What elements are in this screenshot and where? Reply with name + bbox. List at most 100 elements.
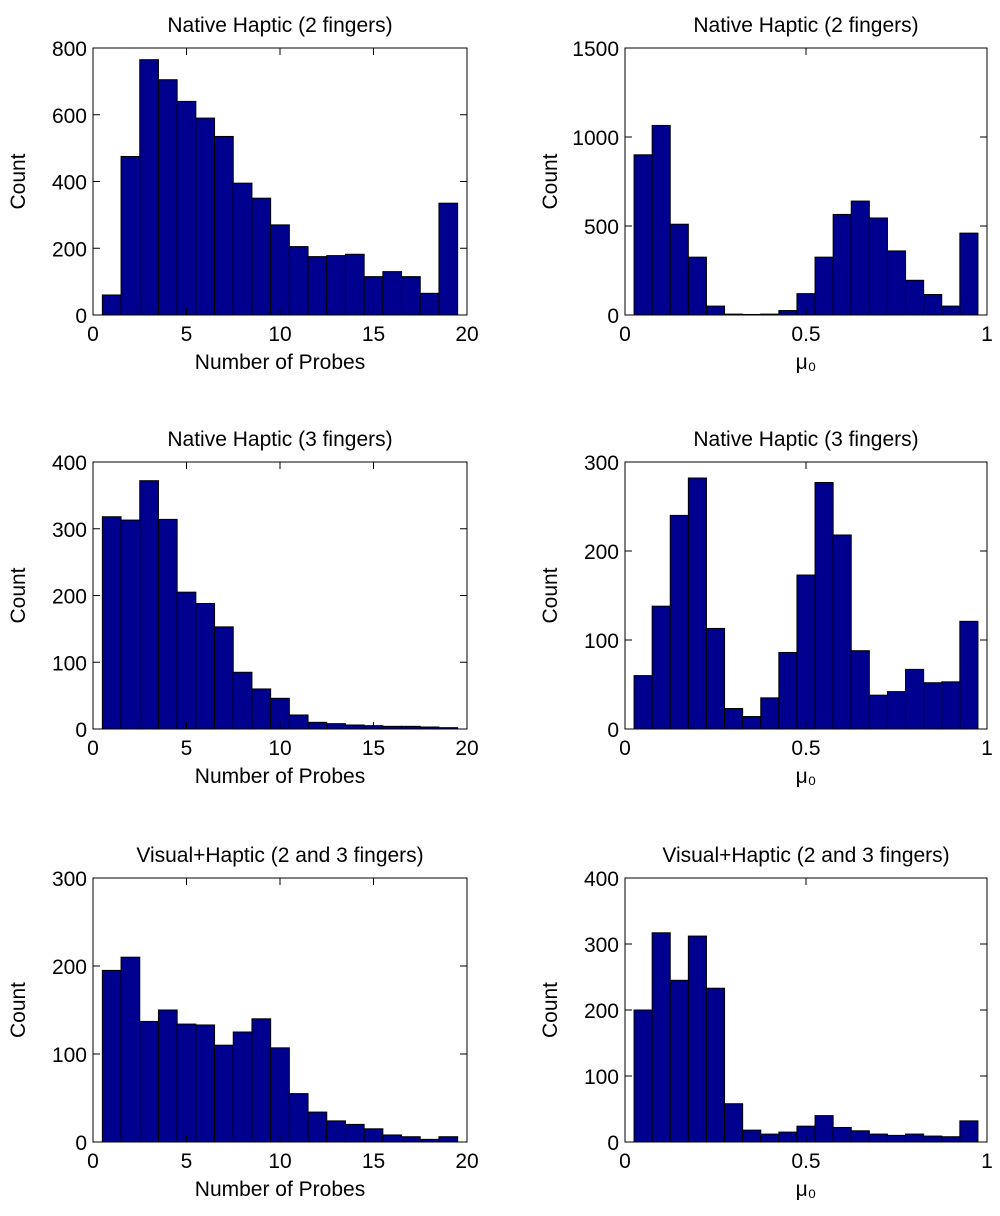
bar [742,1129,762,1143]
bar [401,1136,421,1143]
x-tick-label: 0.5 [791,323,820,346]
bar [705,627,726,730]
bar [633,675,653,730]
bar [401,276,421,316]
x-axis-label: Number of Probes [195,351,365,374]
bar [176,1023,197,1143]
bar [101,294,122,316]
bar [214,626,234,730]
bar [326,1120,346,1143]
y-axis-label: Count [539,567,562,623]
bar [724,708,744,730]
bar [438,1136,459,1143]
bar [101,969,122,1143]
bar [959,232,979,316]
y-tick-label: 0 [75,305,87,328]
bar [214,1044,234,1143]
x-tick-label: 20 [455,323,478,346]
y-tick-label: 1500 [572,38,619,61]
bar [923,1135,943,1143]
bar [288,1093,309,1143]
chart-title: Visual+Haptic (2 and 3 fingers) [662,844,949,867]
chart-title: Native Haptic (3 fingers) [693,428,918,451]
bar [669,223,689,316]
x-axis-label: μ₀ [796,765,817,788]
bar [705,987,726,1143]
bar [251,688,272,730]
y-tick-label: 0 [607,1132,619,1155]
bar [868,694,888,730]
y-axis-label: Count [7,567,30,623]
x-axis-label: Number of Probes [195,1178,365,1201]
x-tick-label: 15 [362,737,385,760]
bar [778,651,798,730]
bar [705,305,726,316]
bar [687,935,707,1143]
x-tick-label: 0 [87,323,99,346]
x-tick-label: 20 [455,737,478,760]
bar [651,124,671,316]
bar [438,202,459,316]
x-axis-label: Number of Probes [195,765,365,788]
bar [850,200,870,316]
bar [669,979,689,1143]
y-axis-label: Count [539,982,562,1038]
x-tick-label: 0.5 [791,737,820,760]
y-axis-label: Count [7,153,30,209]
y-tick-label: 100 [52,652,87,675]
x-tick-label: 15 [362,323,385,346]
y-tick-label: 400 [52,172,87,195]
bar [288,714,309,730]
bar [778,310,798,316]
x-tick-label: 5 [181,1150,193,1173]
bar [651,932,671,1143]
y-tick-label: 0 [607,305,619,328]
x-axis-label: μ₀ [796,351,817,374]
x-tick-label: 10 [268,1150,291,1173]
bar [344,724,365,730]
y-tick-label: 100 [584,1066,619,1089]
x-tick-label: 0 [619,323,631,346]
x-tick-label: 20 [455,1150,478,1173]
bar [941,305,961,316]
y-tick-label: 300 [584,934,619,957]
bar [176,100,197,316]
bar [270,224,290,316]
y-tick-label: 100 [52,1044,87,1067]
x-tick-label: 1 [981,737,993,760]
bar [760,1133,780,1143]
bar [886,691,907,730]
bar [651,605,671,730]
bar [832,1126,852,1143]
bar [195,117,216,316]
bar [886,250,907,316]
y-tick-label: 100 [584,630,619,653]
y-tick-label: 0 [607,719,619,742]
bar [232,182,253,316]
x-tick-label: 1 [981,323,993,346]
x-tick-label: 0 [87,1150,99,1173]
bar [101,516,122,730]
bar [633,1009,653,1143]
bar [157,518,178,730]
bar [232,1031,253,1143]
bar [251,1018,272,1143]
bar [850,650,870,730]
y-tick-label: 0 [75,1132,87,1155]
bar [923,682,943,730]
bar [307,1111,328,1143]
bar [905,668,925,730]
bar [669,514,689,730]
y-tick-label: 200 [52,956,87,979]
x-tick-label: 0.5 [791,1150,820,1173]
y-tick-label: 200 [584,541,619,564]
bar [139,1020,159,1143]
y-axis-label: Count [7,982,30,1038]
bar [120,956,141,1143]
x-tick-label: 5 [181,323,193,346]
y-tick-label: 200 [52,238,87,261]
bar [814,256,834,316]
bar [176,591,197,730]
bar [419,292,440,316]
